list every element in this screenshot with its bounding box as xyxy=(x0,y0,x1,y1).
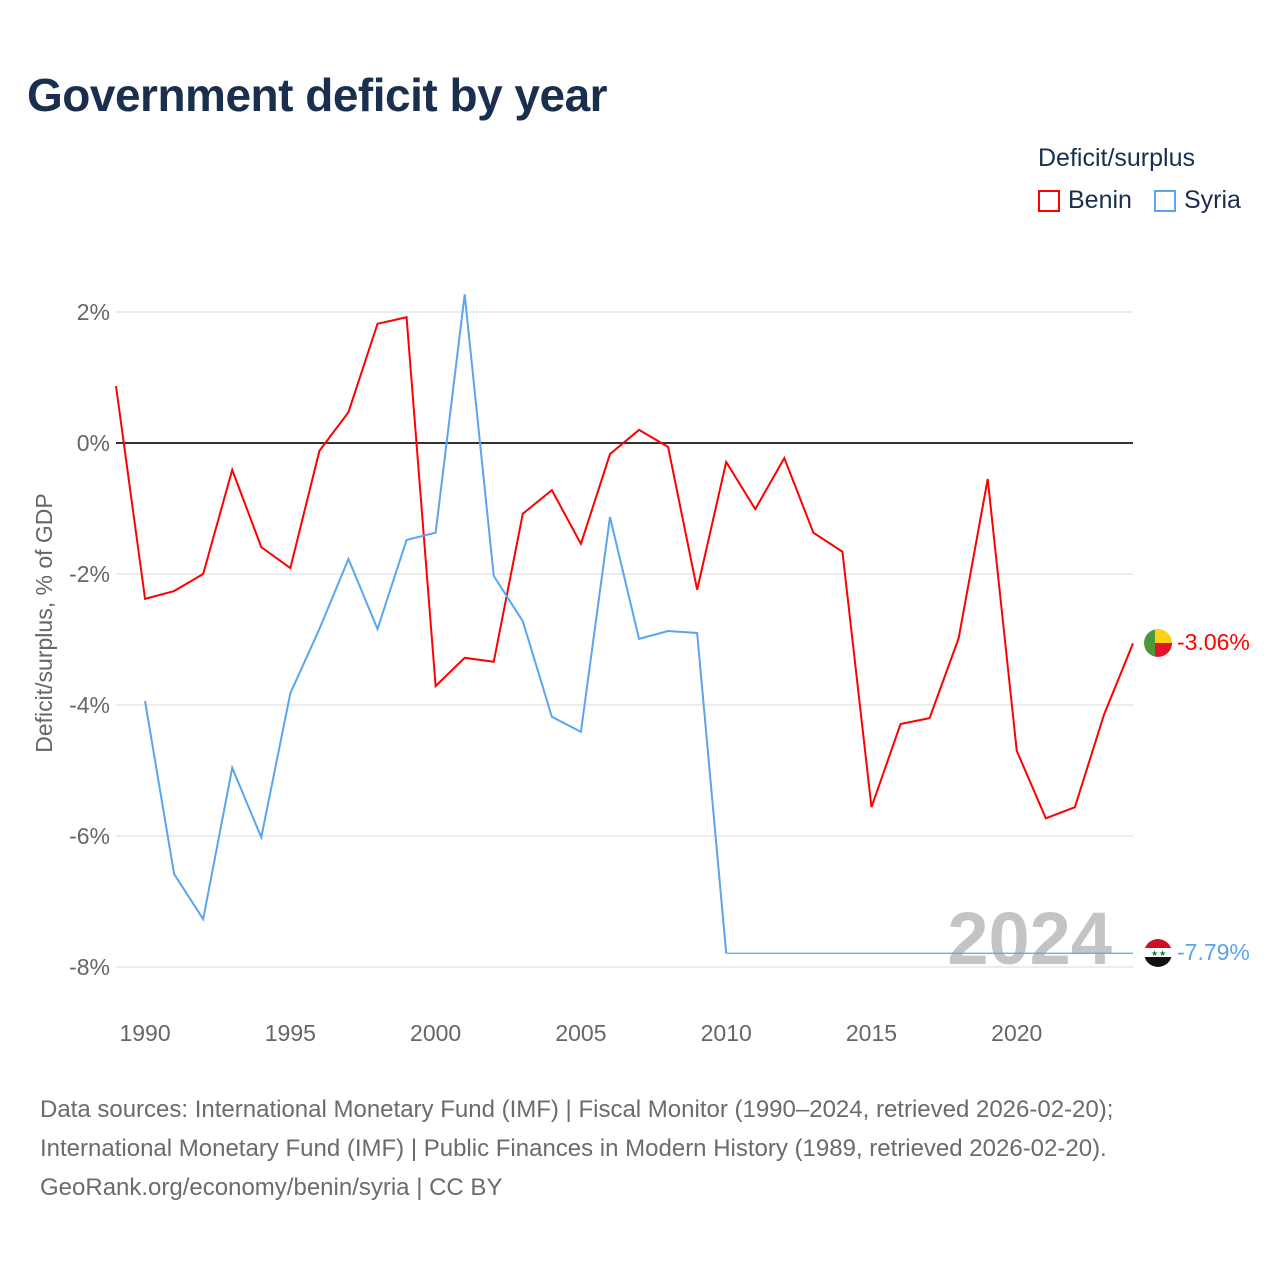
source-line-2: International Monetary Fund (IMF) | Publ… xyxy=(40,1135,1107,1162)
x-tick-label: 2000 xyxy=(410,1020,461,1046)
syria-line xyxy=(144,294,728,954)
benin-swatch-icon xyxy=(1038,189,1060,212)
legend-title: Deficit/surplus xyxy=(1038,144,1195,172)
legend-item-benin[interactable]: Benin xyxy=(1038,186,1132,215)
x-tick-label: 1995 xyxy=(265,1020,316,1046)
x-tick-label: 2020 xyxy=(991,1020,1042,1046)
source-line-1: Data sources: International Monetary Fun… xyxy=(40,1096,1114,1123)
syria-flag-icon: ★ ★ xyxy=(1144,939,1172,967)
y-tick-label: -8% xyxy=(69,954,110,980)
syria-end-label: -7.79% xyxy=(1177,939,1250,965)
benin-line xyxy=(115,316,1134,820)
y-tick-label: 0% xyxy=(77,430,110,456)
svg-text:★: ★ xyxy=(1159,949,1166,958)
syria-swatch-icon xyxy=(1154,189,1176,212)
benin-flag-icon xyxy=(1144,629,1172,657)
chart-title: Government deficit by year xyxy=(27,69,608,121)
x-tick-label: 2015 xyxy=(846,1020,897,1046)
legend-item-syria[interactable]: Syria xyxy=(1154,186,1241,215)
y-tick-label: -4% xyxy=(69,692,110,718)
footer: Data sources: International Monetary Fun… xyxy=(40,1090,1113,1207)
x-tick-label: 2005 xyxy=(555,1020,606,1046)
legend-label-syria: Syria xyxy=(1184,186,1241,214)
legend-label-benin: Benin xyxy=(1068,186,1132,214)
y-tick-label: -6% xyxy=(69,823,110,849)
year-watermark: 2024 xyxy=(947,897,1112,980)
svg-text:★: ★ xyxy=(1151,949,1158,958)
source-line-3[interactable]: GeoRank.org/economy/benin/syria | CC BY xyxy=(40,1174,503,1201)
line-chart: 2% 0% -2% -4% -6% -8% 1990 1995 2000 2005 2010 2015… xyxy=(31,294,1250,1046)
y-axis-label: Deficit/surplus, % of GDP xyxy=(31,493,57,752)
y-tick-label: 2% xyxy=(77,299,110,325)
y-tick-label: -2% xyxy=(69,561,110,587)
x-tick-label: 1990 xyxy=(119,1020,170,1046)
benin-end-label: -3.06% xyxy=(1177,629,1250,655)
x-tick-label: 2010 xyxy=(701,1020,752,1046)
